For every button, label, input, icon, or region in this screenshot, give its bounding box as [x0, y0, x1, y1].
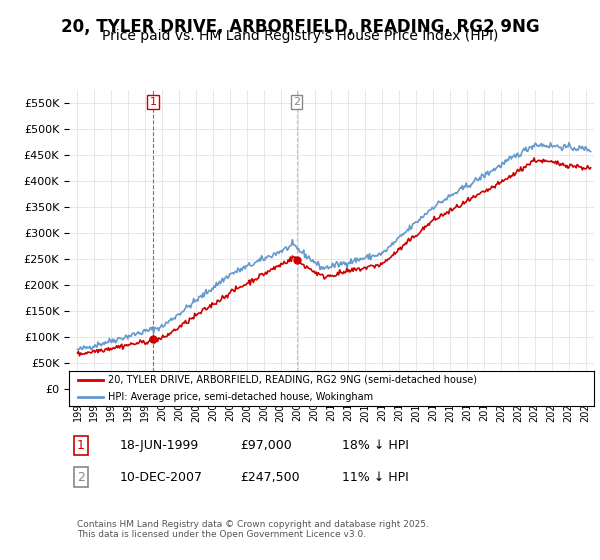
Text: 11% ↓ HPI: 11% ↓ HPI — [342, 470, 409, 484]
Text: 18-JUN-1999: 18-JUN-1999 — [120, 438, 199, 452]
Text: £97,000: £97,000 — [240, 438, 292, 452]
Text: 18% ↓ HPI: 18% ↓ HPI — [342, 438, 409, 452]
Text: 2: 2 — [293, 97, 300, 107]
Text: 1: 1 — [149, 97, 157, 107]
Text: Price paid vs. HM Land Registry's House Price Index (HPI): Price paid vs. HM Land Registry's House … — [102, 29, 498, 43]
Text: 20, TYLER DRIVE, ARBORFIELD, READING, RG2 9NG: 20, TYLER DRIVE, ARBORFIELD, READING, RG… — [61, 18, 539, 36]
Text: 1: 1 — [77, 438, 85, 452]
Text: Contains HM Land Registry data © Crown copyright and database right 2025.
This d: Contains HM Land Registry data © Crown c… — [77, 520, 428, 539]
Text: £247,500: £247,500 — [240, 470, 299, 484]
Text: 10-DEC-2007: 10-DEC-2007 — [120, 470, 203, 484]
Text: 20, TYLER DRIVE, ARBORFIELD, READING, RG2 9NG (semi-detached house): 20, TYLER DRIVE, ARBORFIELD, READING, RG… — [109, 375, 478, 385]
Text: 2: 2 — [77, 470, 85, 484]
Text: HPI: Average price, semi-detached house, Wokingham: HPI: Average price, semi-detached house,… — [109, 393, 373, 402]
